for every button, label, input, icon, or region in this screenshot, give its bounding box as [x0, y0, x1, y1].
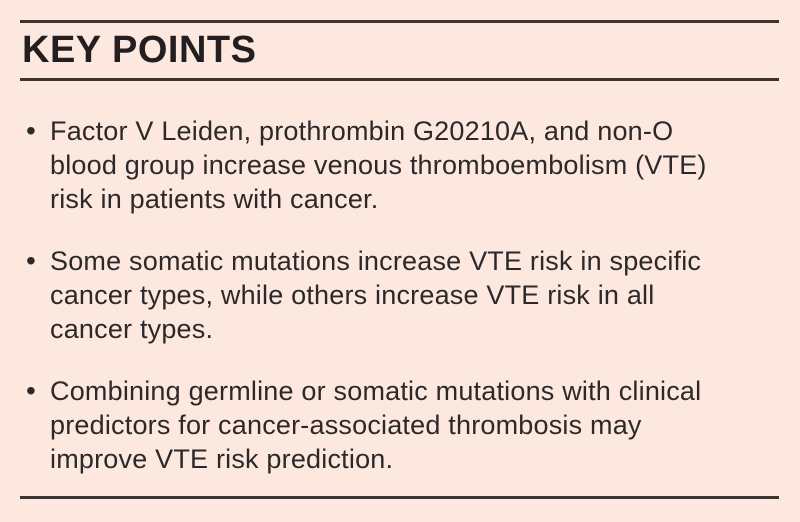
key-point-item: • Some somatic mutations increase VTE ri… [26, 244, 782, 346]
bottom-rule [20, 496, 779, 499]
top-rule [20, 20, 779, 23]
title-underline-rule [20, 78, 779, 81]
key-point-text: Factor V Leiden, prothrombin G20210A, an… [50, 116, 707, 214]
key-point-text: Some somatic mutations increase VTE risk… [50, 246, 702, 344]
bullet-icon: • [26, 375, 36, 406]
key-points-list: • Factor V Leiden, prothrombin G20210A, … [26, 114, 782, 504]
key-points-title: KEY POINTS [22, 29, 257, 71]
bullet-icon: • [26, 115, 36, 146]
bullet-icon: • [26, 245, 36, 276]
key-point-item: • Factor V Leiden, prothrombin G20210A, … [26, 114, 782, 216]
key-point-text: Combining germline or somatic mutations … [50, 376, 702, 474]
key-point-item: • Combining germline or somatic mutation… [26, 374, 782, 476]
